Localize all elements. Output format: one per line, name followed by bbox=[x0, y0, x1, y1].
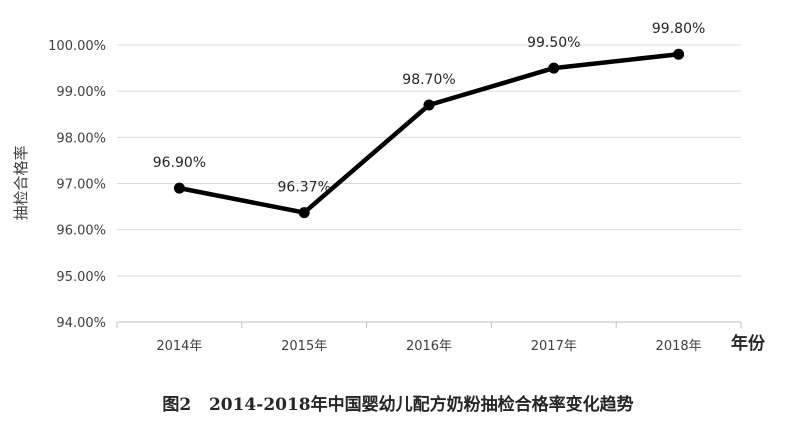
data-point bbox=[423, 99, 435, 111]
x-tick-label: 2018年 bbox=[656, 339, 702, 354]
y-tick-label: 97.00% bbox=[56, 178, 106, 193]
data-points bbox=[173, 48, 685, 219]
data-point bbox=[548, 62, 560, 74]
y-tick-labels: 94.00% 95.00% 96.00% 97.00% 98.00% 99.00% 100.… bbox=[48, 39, 106, 331]
x-axis-unit: 年份 bbox=[731, 333, 766, 354]
figure-caption: 图2 2014-2018年中国婴幼儿配方奶粉抽检合格率变化趋势 bbox=[162, 394, 633, 415]
y-tick-label: 100.00% bbox=[48, 39, 106, 54]
data-label: 98.70% bbox=[402, 72, 455, 88]
y-tick-label: 98.00% bbox=[56, 131, 106, 146]
y-tick-label: 95.00% bbox=[56, 270, 106, 285]
data-label: 96.90% bbox=[153, 155, 206, 171]
y-tick-label: 96.00% bbox=[56, 224, 106, 239]
y-tick-label: 94.00% bbox=[56, 316, 106, 331]
y-axis-title: 抽检合格率 bbox=[12, 145, 30, 220]
data-label: 99.80% bbox=[652, 21, 705, 37]
data-point bbox=[173, 182, 185, 194]
x-tick-labels: 2014年 2015年 2016年 2017年 2018年 bbox=[156, 339, 701, 354]
x-tick-label: 2017年 bbox=[531, 339, 577, 354]
data-label: 99.50% bbox=[527, 35, 580, 51]
data-point bbox=[673, 48, 685, 60]
x-axis bbox=[116, 321, 742, 328]
y-tick-label: 99.00% bbox=[56, 85, 106, 100]
grid-lines bbox=[117, 44, 741, 277]
data-point bbox=[298, 207, 310, 219]
data-labels: 96.90% 96.37% 98.70% 99.50% 99.80% bbox=[153, 21, 706, 195]
data-label: 96.37% bbox=[278, 180, 331, 196]
x-tick-label: 2014年 bbox=[156, 339, 202, 354]
x-tick-label: 2015年 bbox=[281, 339, 327, 354]
x-tick-label: 2016年 bbox=[406, 339, 452, 354]
